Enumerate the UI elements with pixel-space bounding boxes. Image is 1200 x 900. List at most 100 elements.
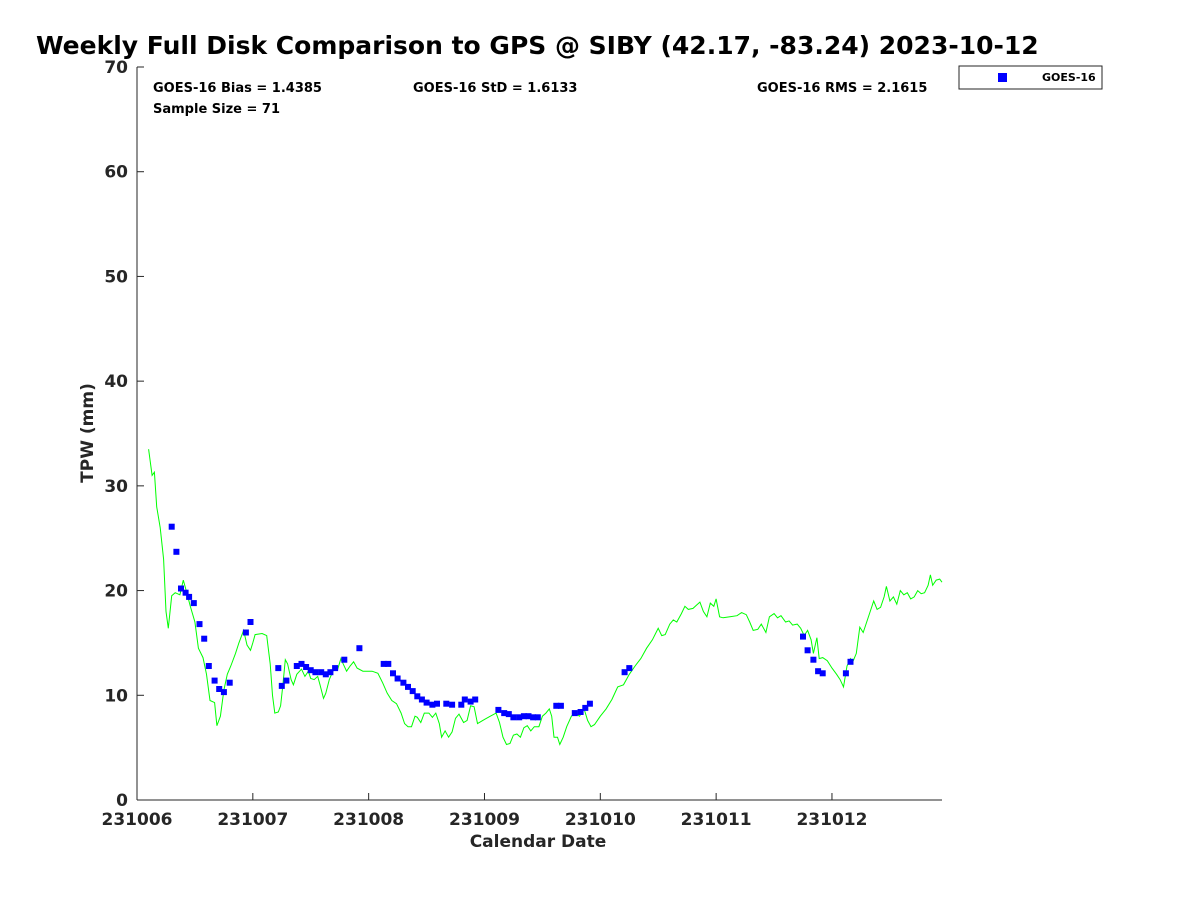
goes16-point xyxy=(190,600,197,607)
legend-box xyxy=(958,65,1103,90)
goes16-point xyxy=(186,593,193,600)
x-tick-label: 231007 xyxy=(217,810,288,830)
goes16-points-series xyxy=(168,523,854,721)
x-tick-label: 231010 xyxy=(565,810,636,830)
goes16-point xyxy=(173,548,180,555)
y-tick-label: 60 xyxy=(104,163,128,183)
goes16-point xyxy=(293,663,300,669)
goes16-point xyxy=(505,711,512,718)
goes16-point xyxy=(449,701,456,708)
goes16-point xyxy=(582,704,589,711)
goes16-point xyxy=(216,686,223,692)
goes16-point xyxy=(501,710,508,717)
goes16-point xyxy=(810,656,817,663)
goes16-point xyxy=(322,671,329,678)
legend: GOES-16 xyxy=(958,65,1103,90)
goes16-point xyxy=(168,523,175,530)
goes16-point xyxy=(423,699,430,706)
std-stat: GOES-16 StD = 1.6133 xyxy=(413,81,577,96)
goes16-point xyxy=(242,629,249,636)
y-axis-label: TPW (mm) xyxy=(78,383,98,483)
goes16-point xyxy=(182,589,189,596)
goes16-point xyxy=(394,675,401,682)
goes16-point xyxy=(553,702,560,709)
goes16-point xyxy=(414,693,421,700)
goes16-point xyxy=(201,635,208,642)
goes16-point xyxy=(586,700,593,707)
sample-size-stat: Sample Size = 71 xyxy=(153,102,280,117)
goes16-point xyxy=(571,710,578,717)
goes16-point xyxy=(557,702,564,709)
legend-goes16-label: GOES-16 xyxy=(1042,71,1096,84)
goes16-point xyxy=(211,677,218,684)
goes16-point xyxy=(815,668,822,675)
goes16-point xyxy=(534,714,541,721)
goes16-point xyxy=(577,709,584,715)
green-series-line xyxy=(148,449,943,746)
goes16-point xyxy=(467,698,474,705)
goes16-point xyxy=(472,696,479,703)
goes16-point xyxy=(303,664,310,670)
goes16-point xyxy=(312,669,319,676)
goes16-point xyxy=(800,633,806,640)
goes16-point xyxy=(307,667,314,674)
y-tick-label: 50 xyxy=(104,267,128,287)
goes16-point xyxy=(520,713,527,720)
y-tick-label: 70 xyxy=(104,58,128,78)
x-tick-label: 231009 xyxy=(449,810,520,830)
goes16-point xyxy=(621,669,628,676)
goes16-point xyxy=(516,714,523,721)
goes16-point xyxy=(178,585,184,592)
x-ticks: 231006 231007 231008 231009 231010 231011 2310… xyxy=(102,793,867,830)
goes16-point xyxy=(298,660,305,667)
x-tick-label: 231011 xyxy=(681,810,752,830)
goes16-point xyxy=(409,688,416,695)
x-axis-label: Calendar Date xyxy=(470,832,607,852)
goes16-point xyxy=(220,689,227,696)
goes16-point xyxy=(283,677,290,684)
goes16-point xyxy=(842,670,849,677)
goes16-point xyxy=(318,669,325,676)
goes16-point xyxy=(247,619,254,625)
goes16-point xyxy=(205,663,212,669)
goes16-point xyxy=(429,701,436,708)
goes16-point xyxy=(390,670,396,677)
goes16-point xyxy=(434,700,440,707)
goes16-point xyxy=(400,679,407,686)
goes16-point xyxy=(332,665,339,672)
goes16-point xyxy=(458,701,465,708)
goes16-point xyxy=(356,645,363,652)
goes16-point xyxy=(327,669,334,676)
goes16-point xyxy=(804,647,811,654)
goes16-point xyxy=(819,670,826,677)
green-line-series xyxy=(148,449,943,746)
legend-goes16-marker xyxy=(998,73,1007,82)
goes16-point xyxy=(530,714,537,721)
rms-stat: GOES-16 RMS = 2.1615 xyxy=(757,81,927,96)
chart-title: Weekly Full Disk Comparison to GPS @ SIB… xyxy=(36,31,1039,60)
goes16-point xyxy=(226,679,233,686)
y-tick-label: 0 xyxy=(116,791,128,811)
x-tick-label: 231012 xyxy=(796,810,867,830)
bias-stat: GOES-16 Bias = 1.4385 xyxy=(153,81,322,96)
y-ticks: 0 10 20 30 40 50 60 70 xyxy=(104,58,144,811)
goes16-point xyxy=(341,656,348,663)
goes16-point xyxy=(196,621,203,628)
goes16-point xyxy=(385,660,392,667)
x-tick-label: 231006 xyxy=(102,810,173,830)
plot-area xyxy=(148,449,943,746)
goes16-point xyxy=(443,700,450,707)
goes16-point xyxy=(278,682,285,689)
goes16-point xyxy=(405,683,411,690)
y-tick-label: 20 xyxy=(104,582,128,602)
goes16-point xyxy=(275,665,282,672)
goes16-point xyxy=(461,696,468,703)
goes16-point xyxy=(380,660,387,667)
goes16-point xyxy=(626,665,633,672)
axes: 0 10 20 30 40 50 60 70 231006 231007 231008 231009… xyxy=(102,58,942,830)
goes16-point xyxy=(495,706,502,713)
goes16-point xyxy=(525,713,532,720)
y-tick-label: 30 xyxy=(104,477,128,497)
